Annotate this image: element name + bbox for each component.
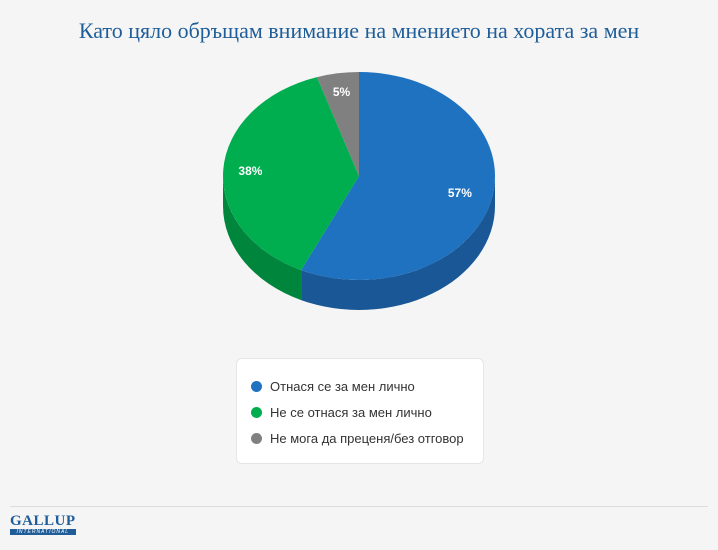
legend-item[interactable]: Не се отнася за мен лично bbox=[251, 399, 483, 425]
legend-label: Не се отнася за мен лично bbox=[270, 404, 432, 420]
legend-item[interactable]: Отнася се за мен лично bbox=[251, 373, 483, 399]
legend-swatch bbox=[251, 432, 262, 444]
logo-sub-text: INTERNATIONAL bbox=[10, 529, 76, 535]
legend-swatch bbox=[251, 380, 262, 392]
pie-chart: 57% 38% 5% bbox=[223, 72, 495, 310]
pie-slice-2[interactable] bbox=[316, 72, 359, 176]
pie-slice-0[interactable] bbox=[301, 72, 495, 280]
pie-slice-1[interactable] bbox=[223, 77, 359, 271]
pie-labels: 57% 38% 5% bbox=[238, 85, 472, 200]
pie-slices bbox=[223, 72, 495, 280]
logo-main-text: GALLUP bbox=[10, 513, 76, 529]
chart-legend: Отнася се за мен лично Не се отнася за м… bbox=[236, 358, 484, 464]
legend-label: Не мога да преценя/без отговор bbox=[270, 430, 464, 446]
chart-title: Като цяло обръщам внимание на мнението н… bbox=[78, 18, 640, 43]
pie-sides bbox=[223, 176, 495, 310]
legend-label: Отнася се за мен лично bbox=[270, 378, 415, 394]
pie-slice-label-0: 57% bbox=[448, 186, 472, 200]
legend-item[interactable]: Не мога да преценя/без отговор bbox=[251, 425, 483, 451]
legend-swatch bbox=[251, 406, 262, 418]
pie-side-1 bbox=[223, 176, 302, 301]
pie-slice-label-1: 38% bbox=[238, 164, 262, 178]
footer-divider bbox=[10, 506, 708, 507]
gallup-logo: GALLUP INTERNATIONAL bbox=[10, 514, 76, 535]
pie-side-0 bbox=[301, 176, 495, 310]
pie-slice-label-2: 5% bbox=[333, 85, 351, 99]
